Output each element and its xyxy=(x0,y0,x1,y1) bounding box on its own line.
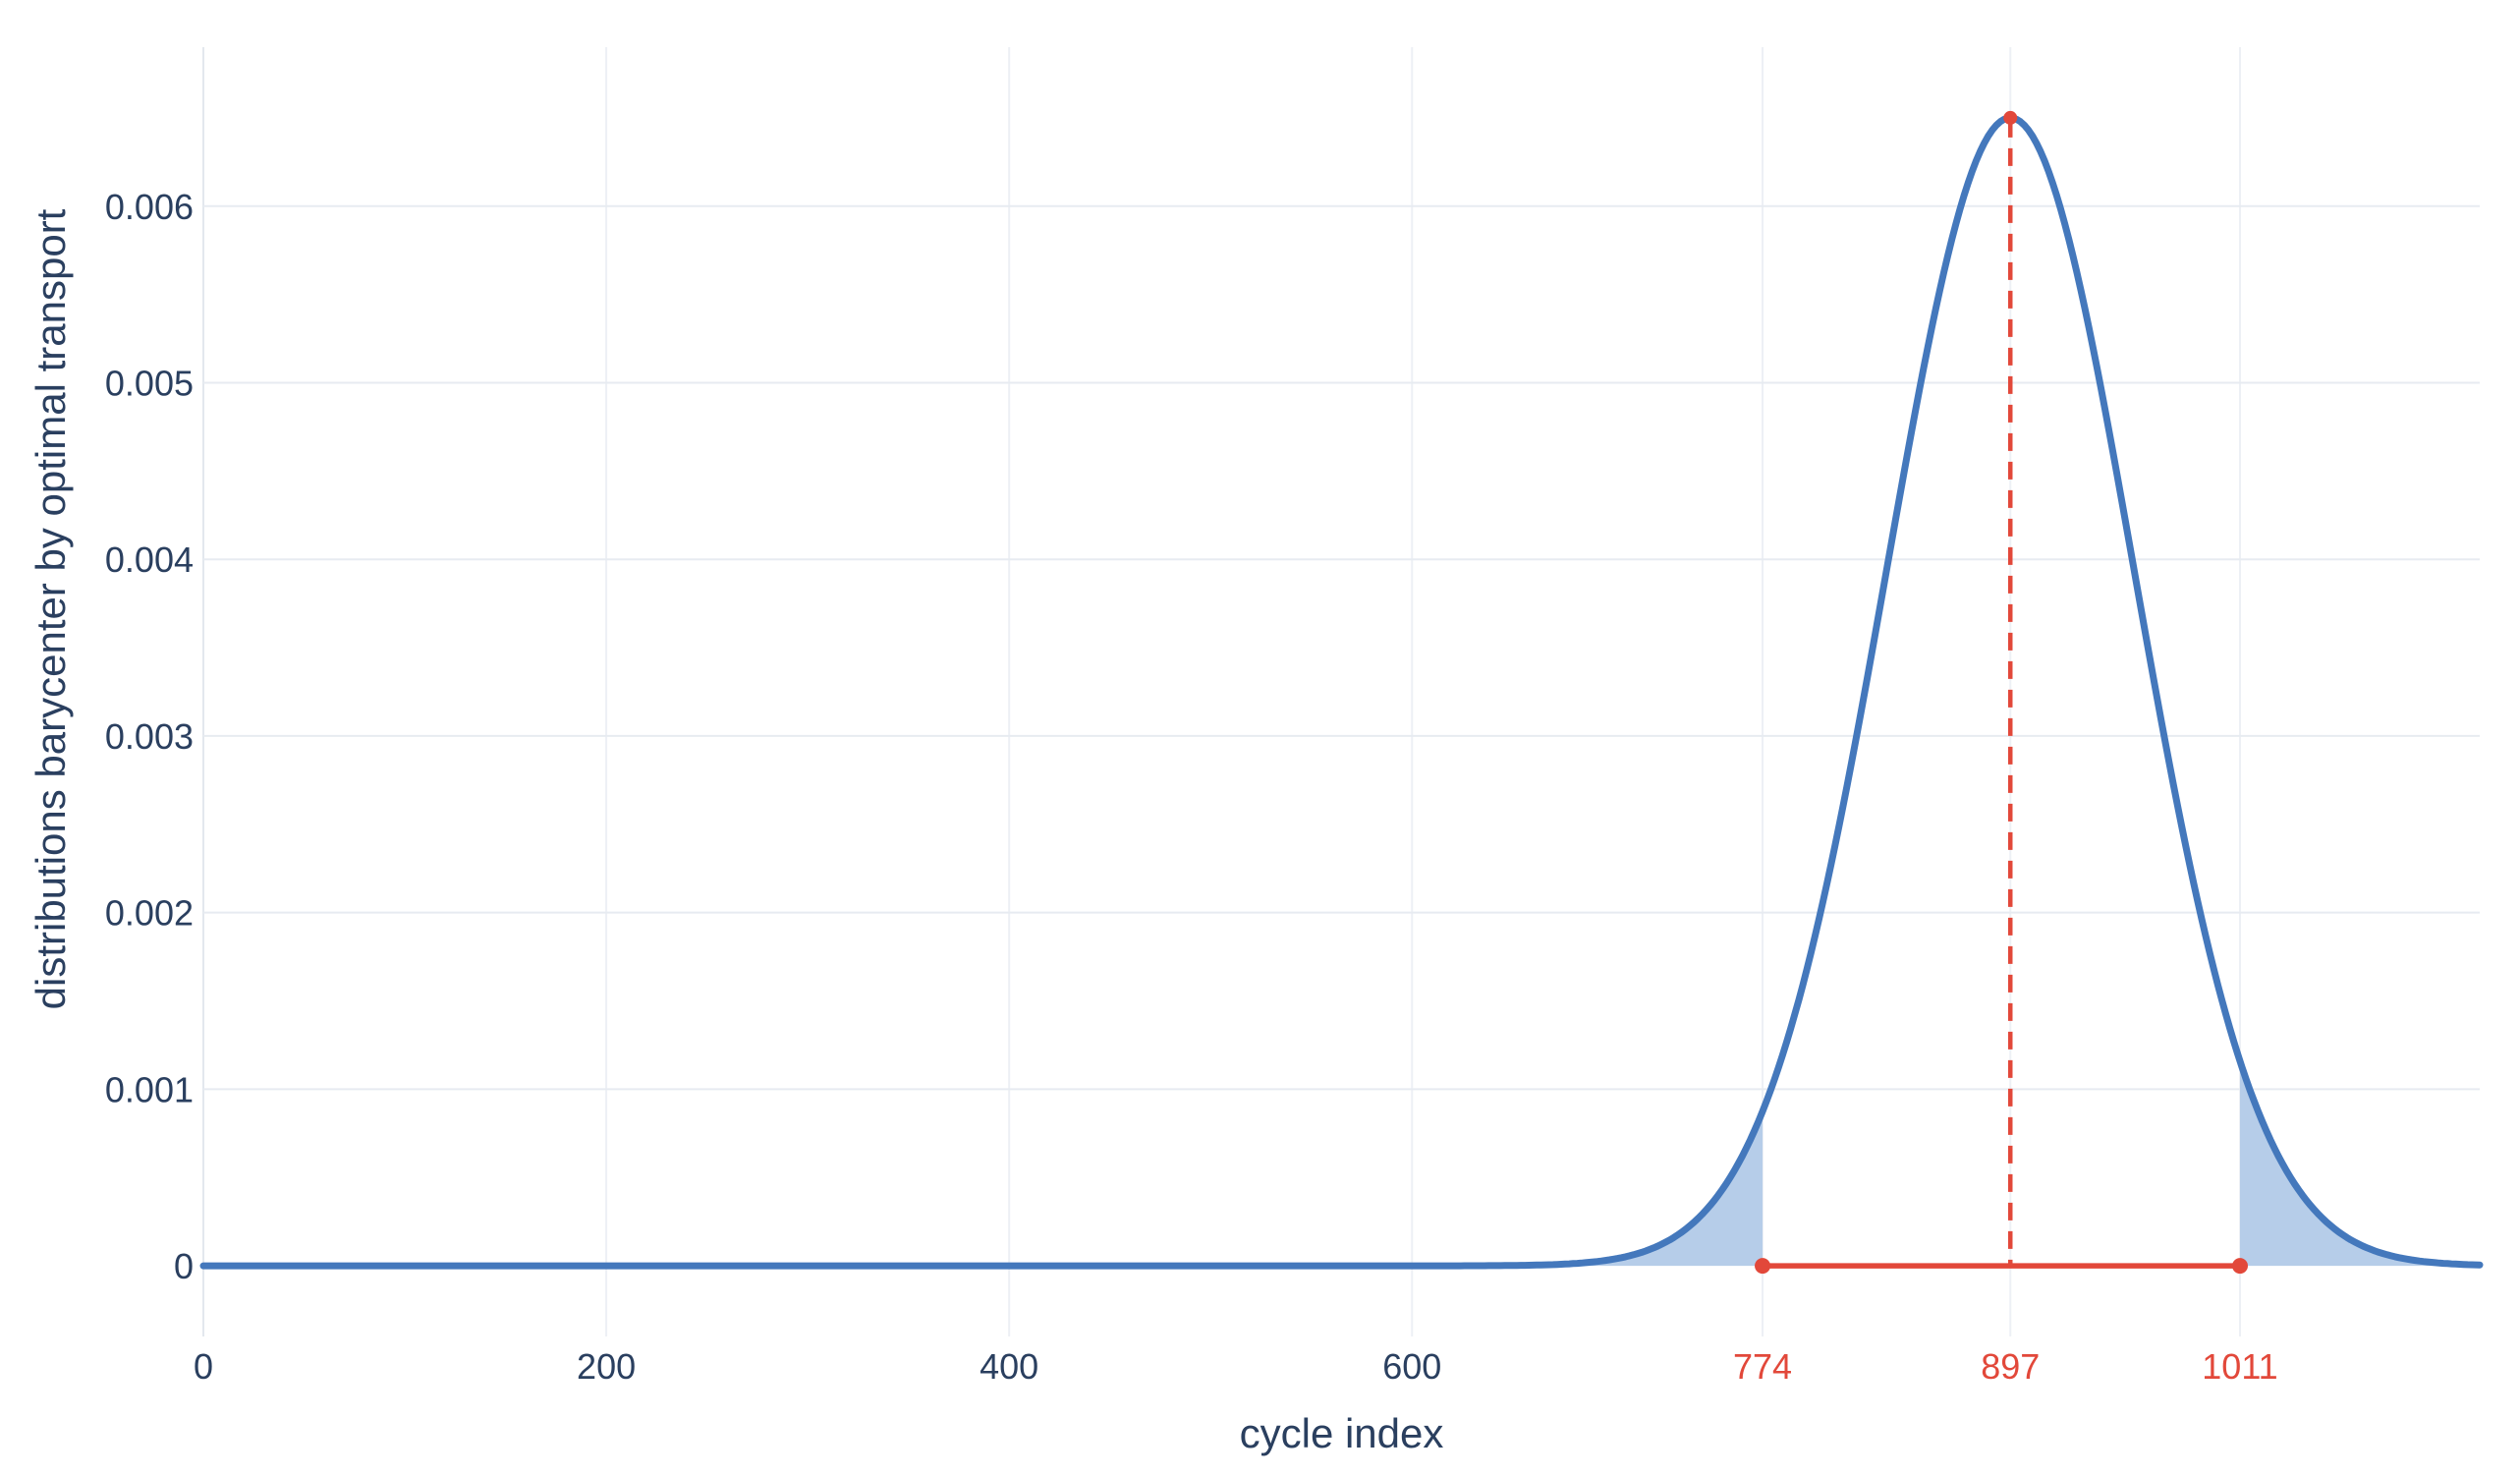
x-tick-label-highlight: 774 xyxy=(1733,1346,1792,1387)
marker-layer xyxy=(1755,110,2248,1275)
curve-layer xyxy=(199,114,2484,1270)
x-tick-label-highlight: 1011 xyxy=(2202,1346,2277,1387)
y-axis-title: distributions barycenter by optimal tran… xyxy=(28,208,74,1009)
y-tick-label: 0.006 xyxy=(105,187,194,227)
y-tick-label: 0 xyxy=(174,1246,194,1286)
interval-dot-right xyxy=(2231,1258,2248,1275)
shade-layer xyxy=(1331,1060,2480,1267)
y-tick-label: 0.005 xyxy=(105,363,194,403)
peak-dot xyxy=(2003,110,2018,125)
x-tick-label: 400 xyxy=(980,1346,1038,1387)
y-tick-label: 0.002 xyxy=(105,893,194,934)
x-axis-title: cycle index xyxy=(1240,1410,1444,1456)
y-tick-label: 0.001 xyxy=(105,1069,194,1109)
x-tick-label-highlight: 897 xyxy=(1981,1346,2040,1387)
y-tick-label: 0.004 xyxy=(105,540,194,580)
grid-layer xyxy=(202,47,2480,1336)
x-tick-label: 0 xyxy=(194,1346,213,1387)
left-tail-shade xyxy=(1331,1111,1763,1267)
x-tick-label: 600 xyxy=(1382,1346,1441,1387)
tick-layer: 0 200 400 600 774 897 1011 0 0.001 0.002 0.003 0.00… xyxy=(105,187,2278,1387)
x-tick-label: 200 xyxy=(577,1346,636,1387)
interval-dot-left xyxy=(1755,1258,1771,1275)
right-tail-shade xyxy=(2240,1060,2480,1267)
density-curve xyxy=(199,114,2484,1270)
y-tick-label: 0.003 xyxy=(105,716,194,757)
